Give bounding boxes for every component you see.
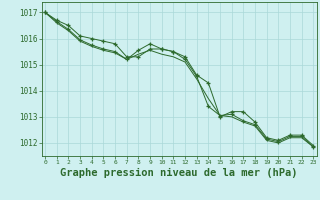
X-axis label: Graphe pression niveau de la mer (hPa): Graphe pression niveau de la mer (hPa) [60,168,298,178]
